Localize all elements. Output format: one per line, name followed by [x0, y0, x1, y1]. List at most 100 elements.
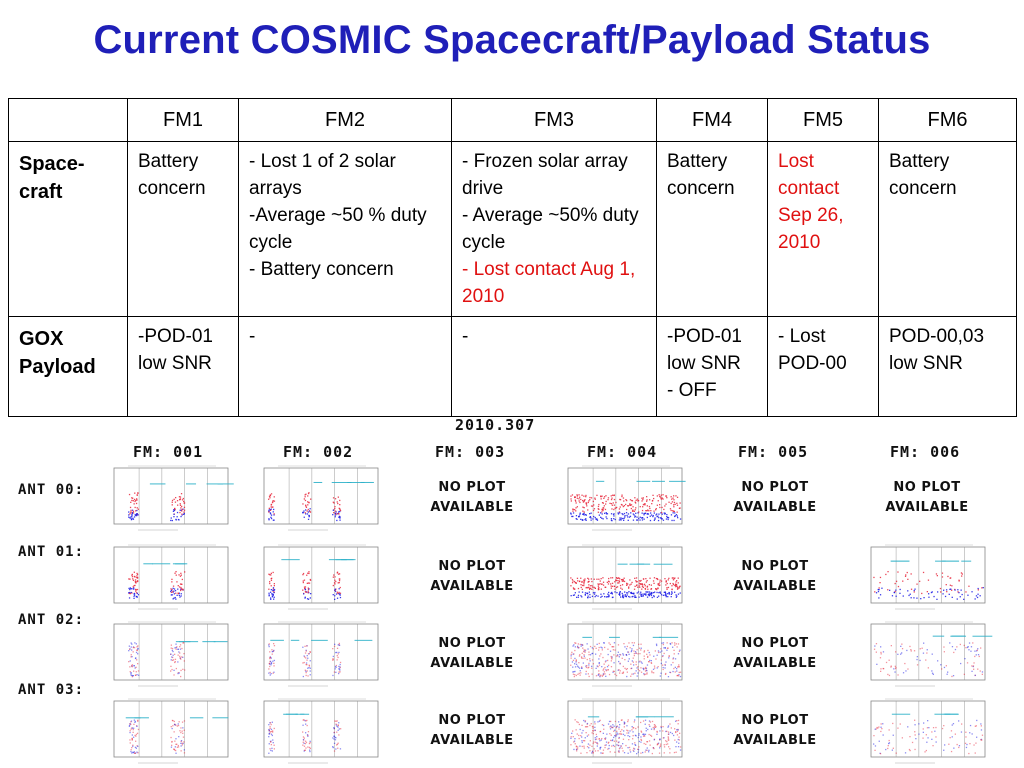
snr-plot-canvas	[263, 544, 379, 610]
header-row: FM1 FM2 FM3 FM4 FM5 FM6	[8, 98, 1017, 142]
cell-text: - Frozen solar array drive	[462, 151, 628, 199]
no-plot-fm3-ant2: NO PLOT AVAILABLE	[412, 634, 532, 674]
fm-label-4: FM: 004	[587, 443, 658, 461]
fm-label-5: FM: 005	[738, 443, 809, 461]
no-plot-fm3-ant3: NO PLOT AVAILABLE	[412, 711, 532, 751]
snr-plot-canvas	[567, 698, 683, 764]
available-text: AVAILABLE	[430, 500, 514, 515]
row-header-spacecraft: Space-craft	[8, 141, 128, 317]
cell-text: Battery concern	[667, 151, 735, 199]
available-text: AVAILABLE	[885, 500, 969, 515]
cell-gox-payload-fm2: -	[238, 316, 452, 417]
cell-gox-payload-fm6: POD-00,03 low SNR	[878, 316, 1017, 417]
available-text: AVAILABLE	[733, 656, 817, 671]
row-spacecraft: Space-craft Battery concern - Lost 1 of 2 …	[8, 141, 1017, 317]
snr-plot-canvas	[870, 544, 986, 610]
snr-plot-fm4-ant0	[562, 464, 690, 534]
no-plot-text: NO PLOT	[893, 480, 961, 495]
snr-plot-fm2-ant2	[258, 620, 386, 690]
cell-text: Lost contact Sep 26, 2010	[778, 151, 844, 253]
snr-plot-canvas	[263, 698, 379, 764]
column-header-fm1: FM1	[127, 98, 239, 142]
snr-plot-fm1-ant2	[108, 620, 236, 690]
snr-plot-canvas	[113, 544, 229, 610]
snr-plot-canvas	[870, 698, 986, 764]
snr-plot-fm1-ant1	[108, 543, 236, 613]
snr-plot-fm6-ant1	[865, 543, 993, 613]
cell-spacecraft-fm1: Battery concern	[127, 141, 239, 317]
cell-spacecraft-fm6: Battery concern	[878, 141, 1017, 317]
column-header-fm4: FM4	[656, 98, 768, 142]
no-plot-fm3-ant1: NO PLOT AVAILABLE	[412, 557, 532, 597]
antenna-label-3: ANT 03:	[18, 682, 85, 698]
cell-text: -POD-01 low SNR	[667, 326, 742, 374]
snr-plot-fm2-ant0	[258, 464, 386, 534]
cell-gox-payload-fm3: -	[451, 316, 657, 417]
cell-text: -POD-01 low SNR	[138, 326, 213, 374]
cell-text: -	[462, 326, 469, 347]
cell-spacecraft-fm3: - Frozen solar array drive - Average ~50%…	[451, 141, 657, 317]
fm-label-2: FM: 002	[283, 443, 354, 461]
cell-text: - Average ~50% duty cycle	[462, 205, 639, 253]
snr-plot-fm1-ant0	[108, 464, 236, 534]
snr-plot-fm2-ant1	[258, 543, 386, 613]
plot-date: 2010.307	[455, 416, 536, 434]
no-plot-fm5-ant3: NO PLOT AVAILABLE	[715, 711, 835, 751]
cell-text: - Lost contact Aug 1, 2010	[462, 259, 636, 307]
cell-text: POD-00,03 low SNR	[889, 326, 985, 374]
no-plot-text: NO PLOT	[741, 480, 809, 495]
no-plot-fm5-ant0: NO PLOT AVAILABLE	[715, 478, 835, 518]
available-text: AVAILABLE	[733, 579, 817, 594]
snr-plot-canvas	[567, 621, 683, 687]
no-plot-fm5-ant2: NO PLOT AVAILABLE	[715, 634, 835, 674]
snr-plot-canvas	[113, 698, 229, 764]
status-table: FM1 FM2 FM3 FM4 FM5 FM6 Space-craft Batte…	[8, 98, 1017, 417]
corner-cell	[8, 98, 128, 142]
row-header-gox-payload: GOX Payload	[8, 316, 128, 417]
available-text: AVAILABLE	[430, 733, 514, 748]
no-plot-text: NO PLOT	[438, 713, 506, 728]
available-text: AVAILABLE	[733, 733, 817, 748]
available-text: AVAILABLE	[430, 579, 514, 594]
available-text: AVAILABLE	[430, 656, 514, 671]
snr-plot-canvas	[263, 465, 379, 531]
cell-text: - Battery concern	[249, 259, 394, 280]
no-plot-text: NO PLOT	[741, 559, 809, 574]
row-gox-payload: GOX Payload -POD-01 low SNR - - -POD-01 low …	[8, 316, 1017, 417]
snr-plot-fm4-ant2	[562, 620, 690, 690]
cell-text: Battery concern	[138, 151, 206, 199]
snr-plot-fm4-ant1	[562, 543, 690, 613]
cell-gox-payload-fm1: -POD-01 low SNR	[127, 316, 239, 417]
column-header-fm6: FM6	[878, 98, 1017, 142]
snr-plot-fm4-ant3	[562, 697, 690, 767]
column-header-fm3: FM3	[451, 98, 657, 142]
no-plot-fm5-ant1: NO PLOT AVAILABLE	[715, 557, 835, 597]
snr-plot-canvas	[113, 621, 229, 687]
no-plot-text: NO PLOT	[438, 480, 506, 495]
column-header-fm5: FM5	[767, 98, 879, 142]
cell-gox-payload-fm4: -POD-01 low SNR - OFF	[656, 316, 768, 417]
cell-spacecraft-fm2: - Lost 1 of 2 solar arrays -Average ~50 %…	[238, 141, 452, 317]
cell-text: - Lost POD-00	[778, 326, 847, 374]
fm-label-1: FM: 001	[133, 443, 204, 461]
antenna-label-2: ANT 02:	[18, 612, 85, 628]
snr-plot-canvas	[263, 621, 379, 687]
cell-text: - OFF	[667, 380, 717, 401]
column-header-fm2: FM2	[238, 98, 452, 142]
snr-plot-canvas	[567, 465, 686, 531]
snr-plot-canvas	[870, 621, 993, 687]
cell-gox-payload-fm5: - Lost POD-00	[767, 316, 879, 417]
cell-text: -	[249, 326, 256, 347]
snr-plot-canvas	[113, 465, 234, 531]
cell-text: Battery concern	[889, 151, 957, 199]
antenna-label-0: ANT 00:	[18, 482, 85, 498]
no-plot-fm6-ant0: NO PLOT AVAILABLE	[867, 478, 987, 518]
cell-text: -Average ~50 % duty cycle	[249, 205, 427, 253]
cell-spacecraft-fm5: Lost contact Sep 26, 2010	[767, 141, 879, 317]
fm-label-6: FM: 006	[890, 443, 961, 461]
antenna-label-1: ANT 01:	[18, 544, 85, 560]
available-text: AVAILABLE	[733, 500, 817, 515]
snr-plot-fm1-ant3	[108, 697, 236, 767]
antenna-plot-grid: 2010.307 FM: 001 FM: 002 FM: 003 FM: 004 FM:…	[0, 412, 1024, 768]
snr-plot-canvas	[567, 544, 683, 610]
